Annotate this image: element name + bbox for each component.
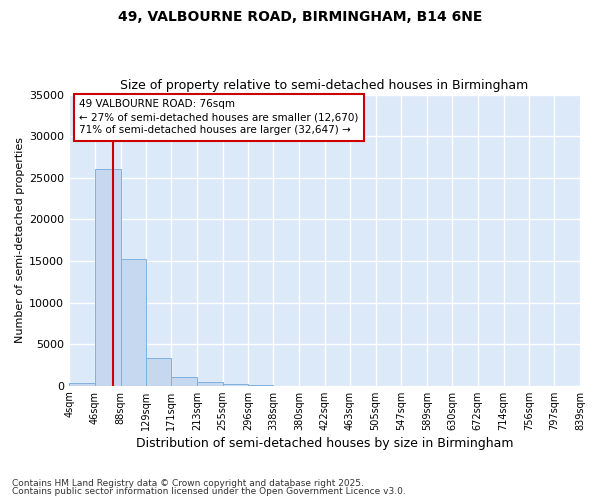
Text: 49, VALBOURNE ROAD, BIRMINGHAM, B14 6NE: 49, VALBOURNE ROAD, BIRMINGHAM, B14 6NE (118, 10, 482, 24)
Bar (69, 383, 95, 386)
Y-axis label: Number of semi-detached properties: Number of semi-detached properties (15, 137, 25, 343)
Text: Contains public sector information licensed under the Open Government Licence v3: Contains public sector information licen… (12, 487, 406, 496)
Title: Size of property relative to semi-detached houses in Birmingham: Size of property relative to semi-detach… (121, 79, 529, 92)
Text: 49 VALBOURNE ROAD: 76sqm
← 27% of semi-detached houses are smaller (12,670)
71% : 49 VALBOURNE ROAD: 76sqm ← 27% of semi-d… (79, 99, 359, 136)
Bar (197, 382, 223, 386)
X-axis label: Distribution of semi-detached houses by size in Birmingham: Distribution of semi-detached houses by … (136, 437, 514, 450)
Text: Contains HM Land Registry data © Crown copyright and database right 2025.: Contains HM Land Registry data © Crown c… (12, 478, 364, 488)
Bar (223, 384, 248, 386)
Bar (95, 168, 121, 386)
Bar (146, 358, 172, 386)
Bar (172, 377, 197, 386)
Bar (121, 260, 146, 386)
